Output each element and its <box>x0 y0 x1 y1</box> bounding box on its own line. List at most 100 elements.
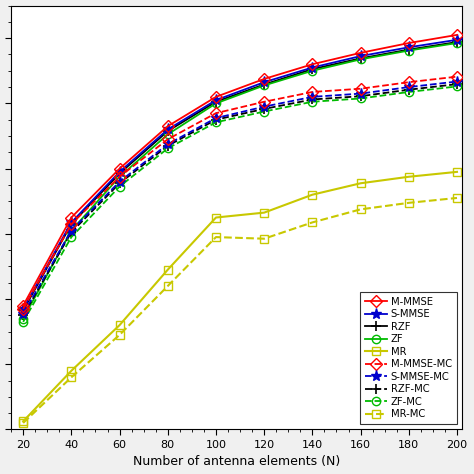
MR-MC <box>261 236 267 242</box>
M-MMSE-MC <box>358 86 364 91</box>
S-MMSE <box>117 169 122 175</box>
RZF <box>406 47 411 53</box>
MR <box>117 322 122 328</box>
MR <box>454 169 460 175</box>
Line: MR: MR <box>19 168 461 426</box>
M-MMSE <box>213 94 219 100</box>
S-MMSE <box>454 37 460 43</box>
RZF-MC <box>117 181 122 186</box>
M-MMSE <box>406 40 411 46</box>
Line: M-MMSE: M-MMSE <box>19 31 461 310</box>
M-MMSE <box>20 303 26 309</box>
ZF <box>358 56 364 62</box>
MR-MC <box>117 332 122 338</box>
S-MMSE <box>261 79 267 85</box>
MR <box>165 267 171 273</box>
M-MMSE <box>69 215 74 220</box>
ZF-MC <box>454 83 460 89</box>
Line: RZF-MC: RZF-MC <box>18 79 462 320</box>
RZF-MC <box>69 229 74 235</box>
RZF-MC <box>454 82 460 87</box>
MR-MC <box>165 283 171 289</box>
S-MMSE-MC <box>406 84 411 90</box>
RZF-MC <box>358 93 364 99</box>
ZF <box>310 68 315 73</box>
M-MMSE-MC <box>261 99 267 105</box>
M-MMSE <box>310 62 315 67</box>
MR <box>20 419 26 424</box>
S-MMSE <box>165 127 171 132</box>
ZF-MC <box>165 146 171 151</box>
S-MMSE <box>406 45 411 50</box>
Line: ZF: ZF <box>19 39 461 323</box>
S-MMSE-MC <box>20 311 26 317</box>
M-MMSE-MC <box>454 74 460 80</box>
ZF <box>117 174 122 180</box>
RZF-MC <box>261 106 267 112</box>
Legend: M-MMSE, S-MMSE, RZF, ZF, MR, M-MMSE-MC, S-MMSE-MC, RZF-MC, ZF-MC, MR-MC: M-MMSE, S-MMSE, RZF, ZF, MR, M-MMSE-MC, … <box>360 292 457 425</box>
S-MMSE <box>358 53 364 59</box>
M-MMSE <box>358 50 364 55</box>
MR <box>358 181 364 186</box>
S-MMSE-MC <box>310 94 315 100</box>
RZF <box>358 55 364 61</box>
RZF <box>261 82 267 87</box>
S-MMSE-MC <box>261 104 267 109</box>
MR <box>213 215 219 220</box>
X-axis label: Number of antenna elements (N): Number of antenna elements (N) <box>133 456 340 468</box>
S-MMSE-MC <box>454 79 460 84</box>
M-MMSE <box>117 166 122 172</box>
M-MMSE-MC <box>165 137 171 142</box>
S-MMSE <box>20 306 26 312</box>
S-MMSE <box>213 97 219 103</box>
ZF-MC <box>117 184 122 190</box>
RZF-MC <box>213 117 219 123</box>
ZF-MC <box>20 319 26 325</box>
Line: ZF-MC: ZF-MC <box>19 82 461 326</box>
Line: M-MMSE-MC: M-MMSE-MC <box>19 73 461 313</box>
RZF <box>454 39 460 45</box>
RZF <box>165 128 171 134</box>
RZF <box>213 99 219 105</box>
S-MMSE <box>310 64 315 70</box>
MR-MC <box>213 234 219 240</box>
ZF-MC <box>310 99 315 105</box>
ZF <box>20 316 26 321</box>
M-MMSE-MC <box>213 110 219 116</box>
MR-MC <box>406 200 411 206</box>
S-MMSE-MC <box>213 115 219 121</box>
MR-MC <box>69 374 74 380</box>
ZF-MC <box>261 109 267 114</box>
Line: MR-MC: MR-MC <box>19 194 461 427</box>
ZF <box>454 40 460 46</box>
RZF-MC <box>20 312 26 318</box>
MR-MC <box>310 219 315 225</box>
M-MMSE-MC <box>20 306 26 312</box>
RZF-MC <box>406 87 411 92</box>
M-MMSE-MC <box>117 174 122 180</box>
S-MMSE <box>69 219 74 225</box>
ZF <box>213 100 219 106</box>
ZF-MC <box>358 96 364 101</box>
S-MMSE-MC <box>69 228 74 233</box>
ZF-MC <box>406 89 411 95</box>
RZF <box>310 66 315 72</box>
MR <box>261 210 267 216</box>
MR <box>310 192 315 198</box>
MR-MC <box>20 420 26 426</box>
M-MMSE-MC <box>406 79 411 85</box>
ZF-MC <box>213 119 219 125</box>
ZF <box>165 131 171 137</box>
ZF <box>406 48 411 54</box>
RZF <box>117 171 122 176</box>
RZF <box>69 221 74 227</box>
ZF <box>69 228 74 233</box>
Line: S-MMSE: S-MMSE <box>18 34 463 314</box>
MR-MC <box>454 195 460 201</box>
ZF-MC <box>69 234 74 240</box>
RZF-MC <box>165 143 171 149</box>
S-MMSE-MC <box>358 91 364 96</box>
S-MMSE-MC <box>165 141 171 147</box>
M-MMSE <box>165 123 171 129</box>
M-MMSE-MC <box>310 89 315 95</box>
